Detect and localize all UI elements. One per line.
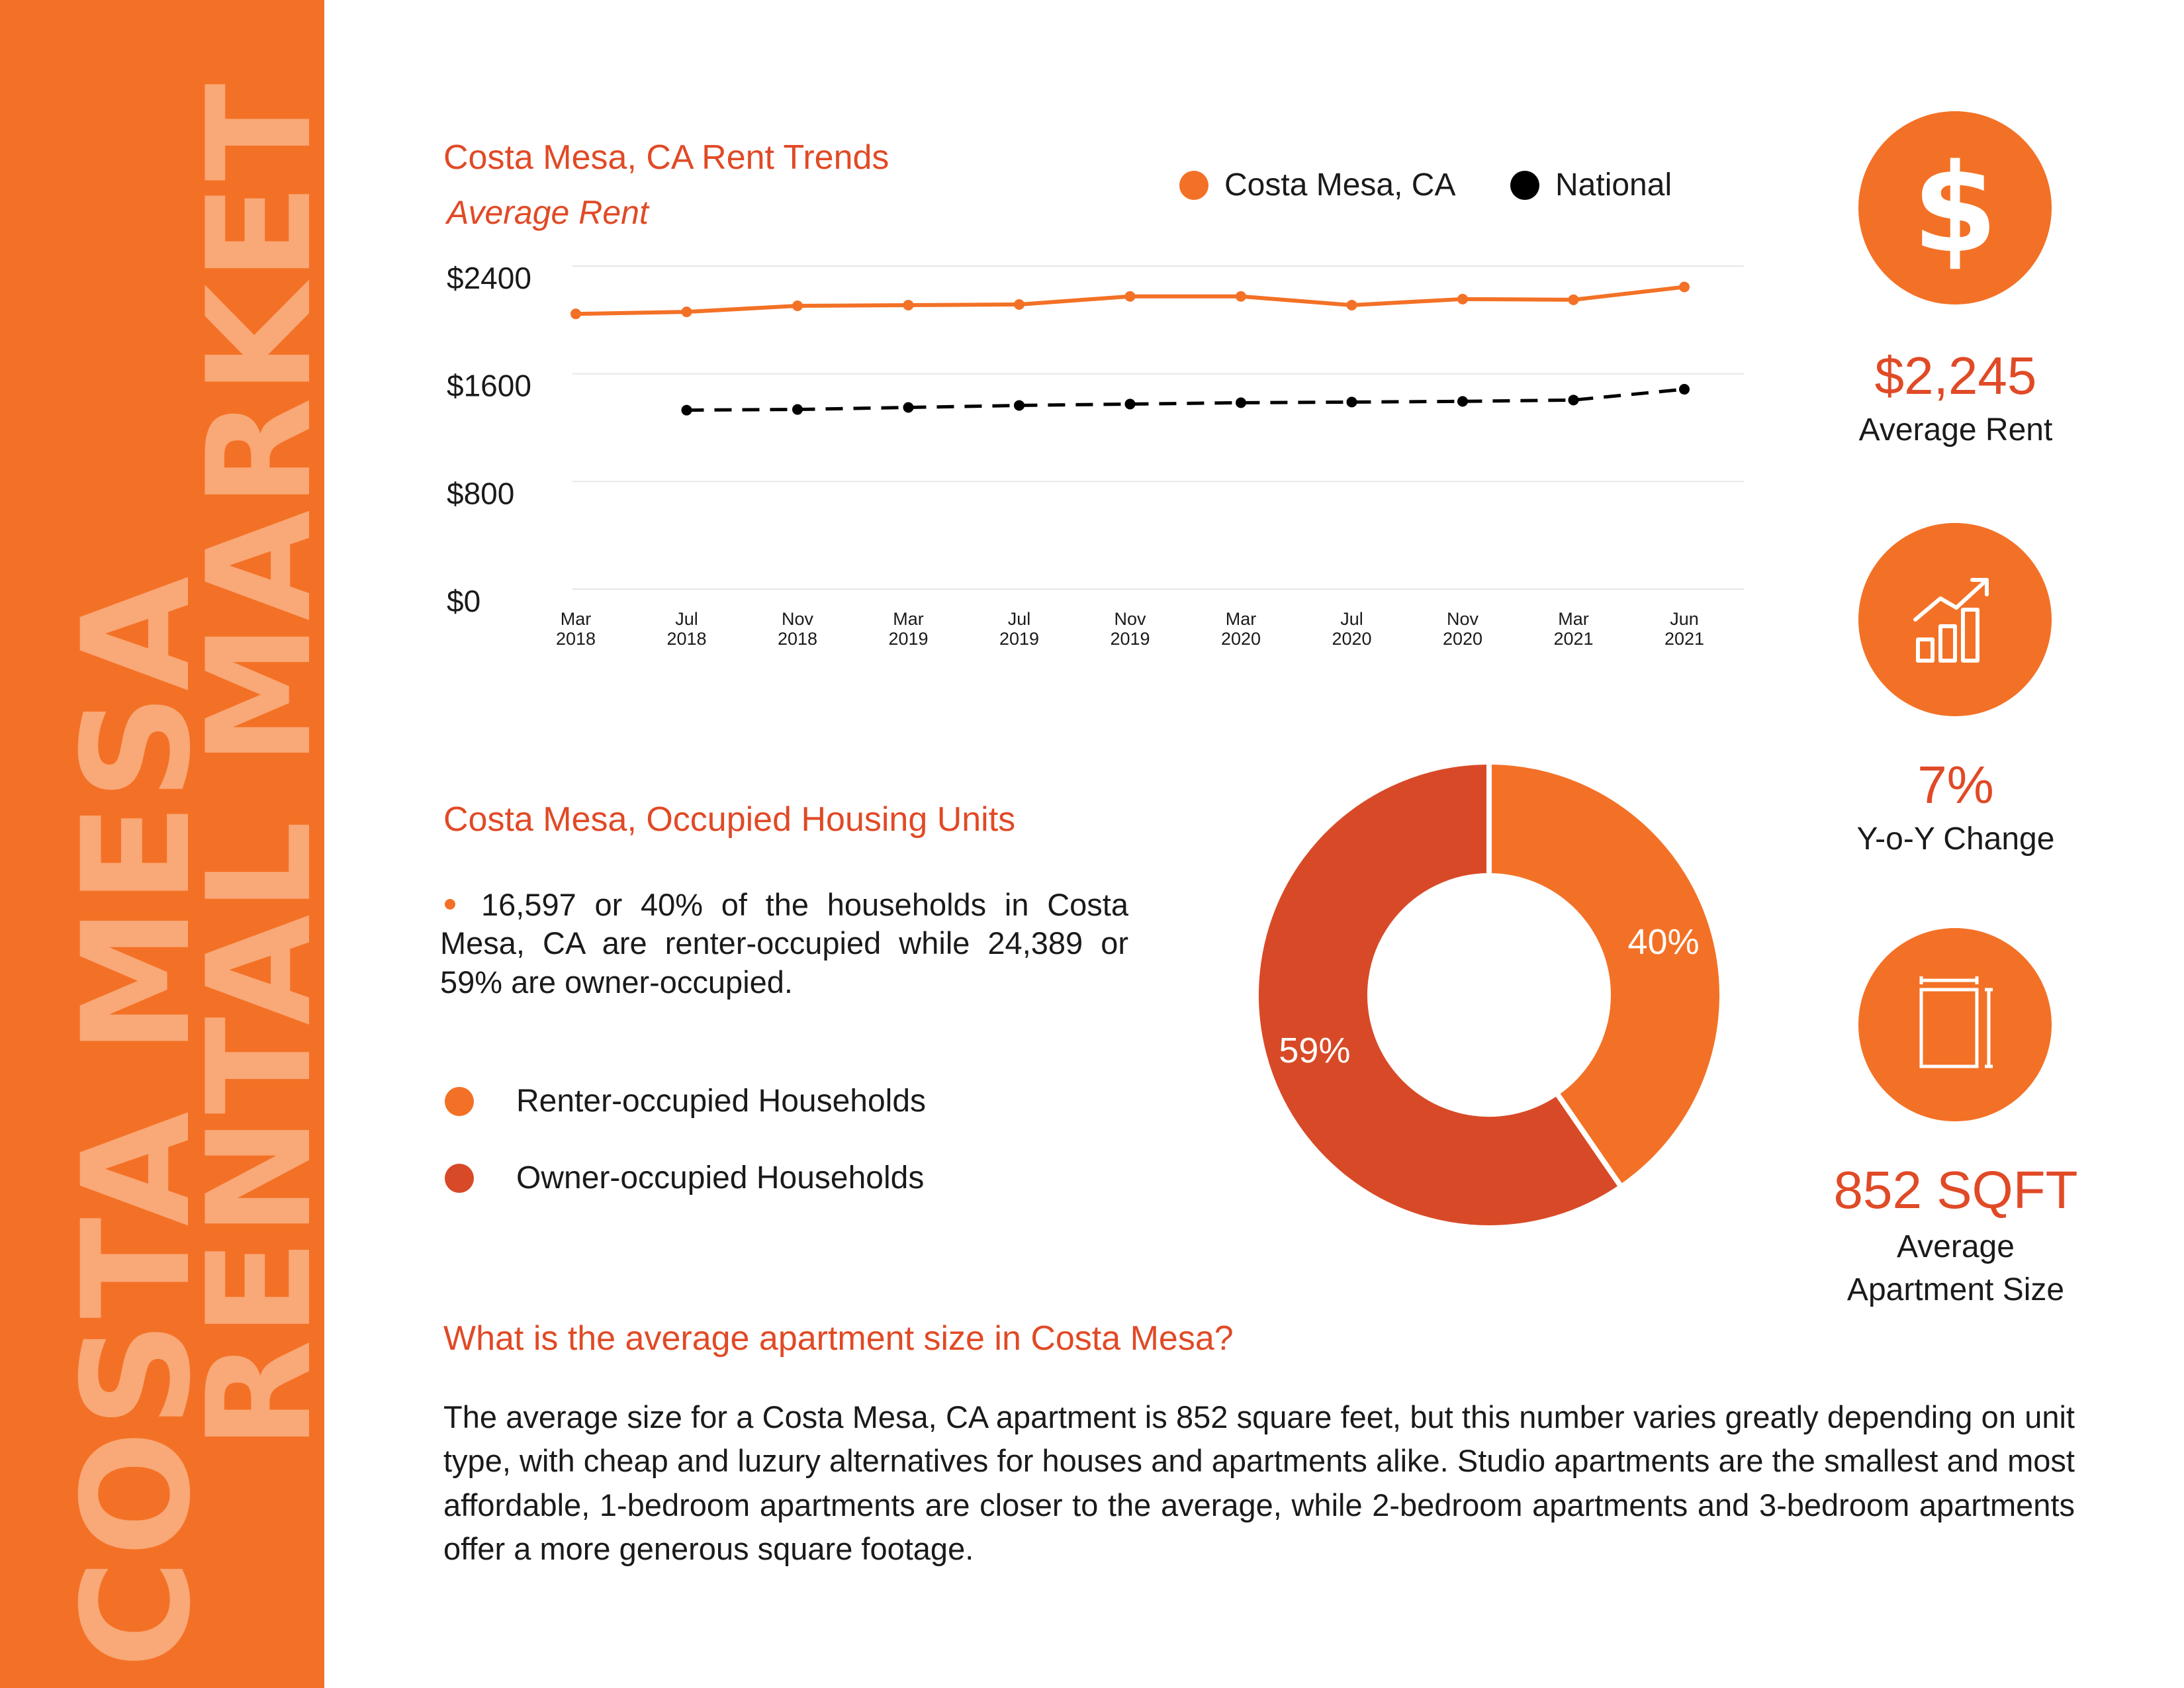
- dollar-icon: $: [1913, 145, 1998, 271]
- pie-legend-renter: Renter-occupied Households: [445, 1083, 926, 1119]
- housing-summary-text: 16,597 or 40% of the households in Costa…: [440, 887, 1128, 1000]
- series-point-0: [1124, 291, 1136, 302]
- series-point-1: [1568, 395, 1579, 406]
- donut-slice: [1486, 760, 1724, 1190]
- series-point-1: [681, 404, 692, 416]
- yoy-change-label: Y-o-Y Change: [1856, 821, 2055, 857]
- legend-national: National: [1510, 167, 1672, 203]
- y-tick-label: $2400: [447, 261, 531, 295]
- x-tick-label: 2018: [666, 629, 706, 649]
- x-tick-label: Nov: [1114, 609, 1146, 629]
- faq-question: What is the average apartment size in Co…: [443, 1319, 1234, 1358]
- series-point-1: [1679, 384, 1690, 395]
- series-point-0: [903, 299, 914, 310]
- x-tick-label: 2018: [556, 629, 596, 649]
- legend-costa-mesa: Costa Mesa, CA: [1179, 167, 1455, 203]
- y-tick-label: $800: [447, 476, 514, 510]
- apartment-size-value: 852 SQFT: [1833, 1160, 2078, 1219]
- series-point-1: [1457, 396, 1468, 407]
- pie-legend-owner: Owner-occupied Households: [445, 1160, 924, 1196]
- series-point-0: [1236, 291, 1246, 302]
- housing-summary: 16,597 or 40% of the households in Costa…: [440, 886, 1128, 1002]
- x-tick-label: Mar: [1558, 609, 1589, 629]
- x-tick-label: 2019: [1110, 629, 1150, 649]
- growth-stat-circle: [1858, 523, 2052, 716]
- series-line-1: [686, 387, 1685, 412]
- x-tick-label: Jul: [675, 609, 698, 629]
- series-point-1: [903, 402, 914, 413]
- x-tick-label: Nov: [1447, 609, 1479, 629]
- rent-trend-line-chart: $0$800$1600$2400Mar2018Jul2018Nov2018Mar…: [447, 261, 1744, 649]
- x-tick-label: 2020: [1332, 629, 1371, 649]
- x-tick-label: Nov: [782, 609, 814, 629]
- series-point-0: [570, 308, 581, 320]
- apartment-size-label-line2: Apartment Size: [1846, 1272, 2065, 1307]
- legend-costa-mesa-label: Costa Mesa, CA: [1224, 167, 1456, 203]
- series-point-0: [1568, 294, 1579, 305]
- donut-slice: [1254, 760, 1624, 1230]
- series-point-0: [792, 300, 803, 311]
- pie-legend-owner-label: Owner-occupied Households: [516, 1160, 925, 1196]
- x-tick-label: 2020: [1221, 629, 1261, 649]
- x-tick-label: 2021: [1664, 629, 1704, 649]
- x-tick-label: 2021: [1553, 629, 1593, 649]
- donut-slice-label: 40%: [1628, 922, 1700, 962]
- bullet-dot: [445, 899, 455, 910]
- legend-costa-mesa-swatch: [1179, 170, 1208, 200]
- series-point-0: [1457, 293, 1468, 305]
- x-tick-label: Mar: [893, 609, 924, 629]
- legend-national-label: National: [1555, 167, 1672, 203]
- y-tick-label: $0: [447, 584, 480, 618]
- x-tick-label: 2019: [888, 629, 928, 649]
- series-point-0: [1346, 299, 1357, 310]
- series-point-0: [1014, 299, 1024, 310]
- y-tick-label: $1600: [447, 369, 531, 403]
- series-point-1: [1236, 397, 1246, 408]
- pie-legend-renter-swatch: [445, 1086, 474, 1116]
- x-tick-label: Mar: [1226, 609, 1257, 629]
- faq-answer: The average size for a Costa Mesa, CA ap…: [443, 1399, 2075, 1566]
- apartment-size-icon: [1919, 976, 1993, 1068]
- series-point-1: [1014, 400, 1024, 411]
- series-point-1: [1124, 399, 1136, 410]
- size-stat-circle: [1858, 928, 2052, 1121]
- pie-legend-owner-swatch: [445, 1163, 474, 1193]
- series-point-0: [1679, 281, 1690, 293]
- apartment-size-label-line1: Average: [1897, 1229, 2015, 1264]
- x-tick-label: Jul: [1008, 609, 1031, 629]
- housing-title: Costa Mesa, Occupied Housing Units: [443, 800, 1016, 839]
- rent-trends-subtitle: Average Rent: [447, 194, 649, 231]
- x-tick-label: Mar: [561, 609, 592, 629]
- svg-text:$: $: [1913, 145, 1998, 271]
- series-point-1: [792, 404, 803, 415]
- x-tick-label: 2018: [778, 629, 817, 649]
- average-rent-value: $2,245: [1874, 346, 2037, 405]
- x-tick-label: 2020: [1443, 629, 1482, 649]
- x-tick-label: Jul: [1340, 609, 1363, 629]
- series-point-1: [1346, 397, 1357, 408]
- apartment-size-label: Average Apartment Size: [1741, 1226, 2171, 1312]
- yoy-change-value: 7%: [1917, 755, 1994, 814]
- sidebar-title-line2: RENTAL MARKET: [177, 81, 324, 1450]
- legend-national-swatch: [1510, 170, 1539, 200]
- dollar-stat-circle: $: [1858, 111, 2052, 305]
- donut-slice-label: 59%: [1279, 1031, 1350, 1070]
- series-point-0: [681, 306, 692, 318]
- occupied-housing-donut-chart: 40% 59%: [1254, 760, 1724, 1230]
- rent-trends-title: Costa Mesa, CA Rent Trends: [443, 138, 889, 177]
- average-rent-label: Average Rent: [1858, 412, 2053, 447]
- x-tick-label: Jun: [1670, 609, 1699, 629]
- growth-chart-icon: [1913, 578, 1989, 663]
- x-tick-label: 2019: [999, 629, 1039, 649]
- pie-legend-renter-label: Renter-occupied Households: [516, 1084, 927, 1119]
- sidebar-banner: COSTA MESA RENTAL MARKET: [0, 0, 324, 1688]
